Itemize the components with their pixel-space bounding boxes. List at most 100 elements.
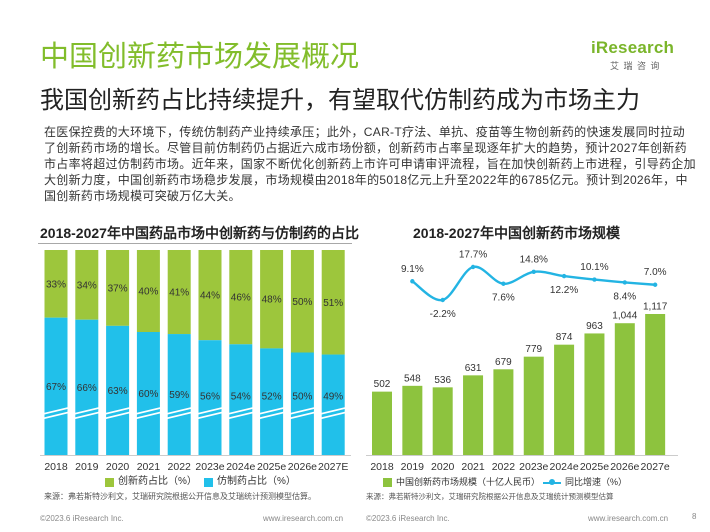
axis-break-mark (135, 407, 161, 415)
legend-line-marker-icon (543, 478, 561, 487)
axis-break-mark (259, 411, 285, 420)
growth-rate-point (501, 281, 506, 286)
generic-share-label: 67% (46, 382, 66, 393)
market-size-bar (584, 333, 605, 455)
growth-rate-point (561, 273, 567, 279)
axis-break-mark (43, 407, 69, 415)
market-size-value-label: 631 (465, 363, 482, 374)
generic-share-label: 54% (231, 392, 251, 403)
legend-swatch-green (383, 477, 392, 487)
x-tick-label: 2022 (492, 461, 516, 473)
market-size-value-label: 963 (586, 321, 603, 332)
generic-share-label: 66% (77, 383, 97, 394)
axis-break-mark (289, 411, 315, 420)
innovative-share-label: 46% (231, 293, 251, 304)
growth-rate-point (410, 279, 415, 284)
innovative-share-bar (106, 250, 130, 326)
generic-share-bar (290, 352, 314, 455)
market-size-value-label: 874 (556, 332, 573, 343)
legend-label: 中国创新药市场规模（十亿人民币） (396, 477, 541, 487)
footer-copyright-left: ©2023.6 iResearch Inc. (40, 514, 124, 523)
x-tick-label: 2025e (580, 461, 609, 473)
growth-rate-point (652, 282, 658, 287)
axis-break-mark (197, 411, 223, 420)
market-size-chart-title: 2018-2027年中国创新药市场规模 (413, 225, 620, 241)
axis-break-mark (74, 407, 100, 415)
source-note-left: 来源：弗若斯特沙利文，艾瑞研究院根据公开信息及艾瑞统计预测模型估算。 (44, 492, 316, 501)
axis-break-mark (43, 411, 69, 420)
market-size-bar (432, 387, 453, 455)
generic-share-bar (167, 334, 191, 455)
share-chart-title-rule (38, 243, 352, 244)
footer-url-right: www.iresearch.com.cn (588, 514, 669, 523)
legend-swatch-green (105, 477, 114, 487)
growth-rate-point (470, 264, 476, 270)
x-tick-label: 2027e (641, 461, 670, 473)
footer-copyright-right: ©2023.6 iResearch Inc. (366, 514, 450, 523)
x-tick-label: 2021 (137, 461, 161, 473)
x-tick-label: 2020 (106, 461, 130, 473)
axis-break-mark (74, 411, 100, 420)
x-tick-label: 2021 (461, 461, 485, 473)
x-tick-label: 2020 (431, 461, 455, 473)
market-size-value-label: 502 (374, 379, 391, 390)
market-size-bar (645, 314, 666, 455)
growth-rate-label: 7.0% (644, 267, 667, 278)
innovative-share-bar (75, 250, 99, 320)
market-size-bar (554, 344, 575, 455)
innovative-share-label: 34% (77, 280, 97, 291)
legend-label: 仿制药占比（%） (217, 476, 296, 487)
market-size-value-label: 679 (495, 357, 512, 368)
intro-line: 国创新药市场规模可突破万亿大关。 (44, 189, 241, 203)
growth-rate-point (440, 297, 445, 303)
axis-break-mark (135, 411, 161, 420)
growth-rate-label: 7.6% (492, 293, 515, 304)
generic-share-label: 63% (108, 386, 128, 397)
iresearch-logo-chinese: 艾 瑞 咨 询 (610, 61, 661, 71)
innovative-share-label: 33% (46, 279, 66, 290)
x-tick-label: 2026e (288, 461, 317, 473)
innovative-share-bar (290, 250, 314, 353)
generic-share-label: 52% (262, 392, 282, 403)
innovative-share-bar (321, 250, 345, 355)
x-tick-label: 2024e (549, 461, 578, 473)
axis-break-mark (320, 407, 346, 415)
legend-item-generic-share: 仿制药占比（%） (204, 476, 296, 488)
generic-share-label: 60% (138, 389, 158, 400)
innovative-share-bar (44, 250, 68, 318)
innovative-share-label: 40% (138, 287, 158, 298)
generic-share-bar (75, 319, 99, 455)
x-tick-label: 2027E (318, 461, 348, 473)
market-size-chart: 502 2018 548 2019 536 2020 631 2021 679 2022 779 20… (366, 250, 678, 473)
growth-rate-label: -2.2% (430, 309, 456, 320)
generic-share-bar (44, 317, 68, 455)
axis-break-mark (289, 407, 315, 415)
intro-line: 了创新药市场的增长。尽管目前仿制药仍占据近六成市场份额，创新药市占率呈现逐年扩大… (44, 141, 687, 155)
growth-rate-label: 8.4% (613, 291, 636, 302)
legend-item-growth-rate: 同比增速（%） (543, 476, 627, 488)
market-size-value-label: 1,117 (643, 302, 668, 313)
market-size-bar (463, 375, 484, 455)
generic-share-bar (198, 340, 222, 455)
innovative-share-label: 44% (200, 291, 220, 302)
x-tick-label: 2023e (519, 461, 548, 473)
innovative-share-label: 48% (262, 295, 282, 306)
legend-swatch-cyan (204, 477, 213, 487)
generic-share-bar (106, 325, 130, 455)
x-tick-label: 2018 (44, 461, 68, 473)
axis-break-mark (228, 407, 254, 415)
intro-line: 在医保控费的大环境下，传统仿制药产业持续承压；此外，CAR-T疗法、单抗、疫苗等… (44, 125, 685, 139)
intro-line: 大创新力度，中国创新药市场稳步发展，市场规模由2018年的5018亿元上升至20… (44, 173, 688, 187)
share-chart-title: 2018-2027年中国药品市场中创新药与仿制药的占比 (40, 225, 359, 241)
x-tick-label: 2019 (401, 461, 425, 473)
market-size-value-label: 779 (525, 344, 542, 355)
market-size-value-label: 1,044 (612, 311, 637, 322)
growth-rate-point (622, 280, 627, 285)
x-tick-label: 2024e (226, 461, 255, 473)
page-subtitle: 我国创新药占比持续提升，有望取代仿制药成为市场主力 (40, 87, 640, 114)
innovative-share-label: 37% (108, 283, 128, 294)
generic-share-bar (260, 348, 284, 455)
innovative-share-bar (167, 250, 191, 335)
market-size-bar (614, 323, 635, 455)
growth-rate-label: 12.2% (550, 285, 578, 296)
